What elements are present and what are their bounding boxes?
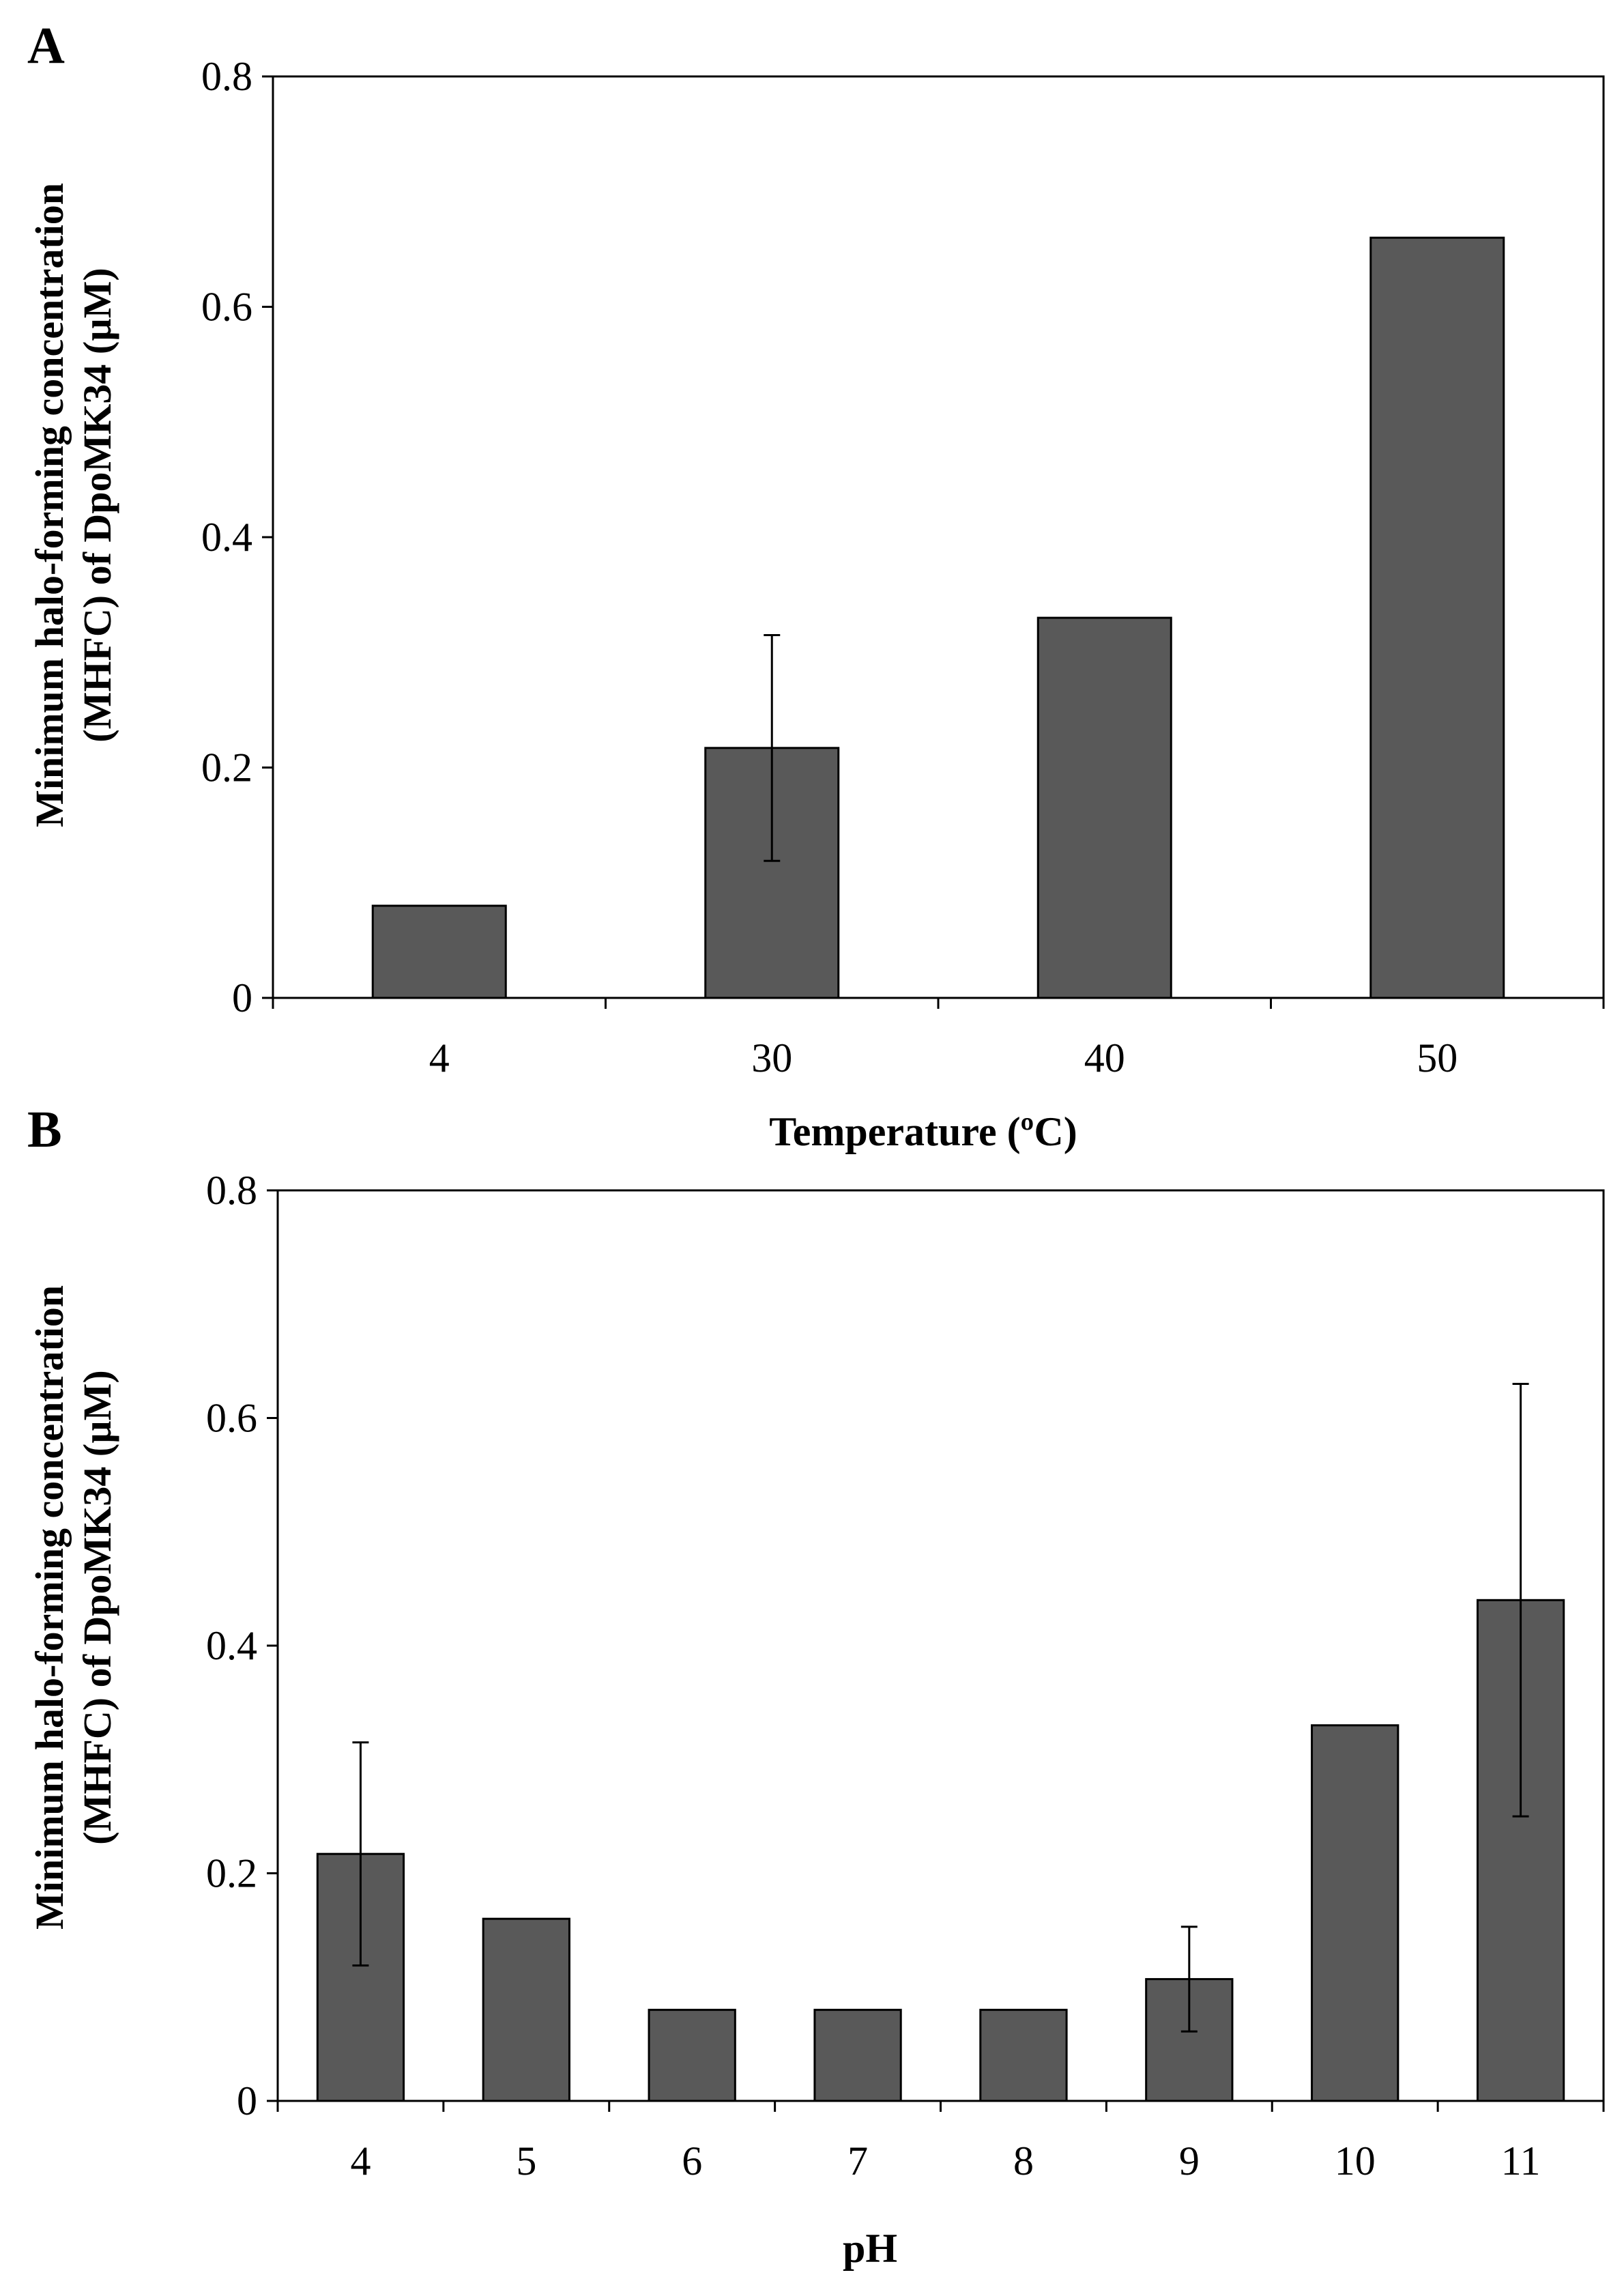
panel-a: A Minimum halo-forming concentration (MH… bbox=[27, 17, 1605, 1154]
panel-a-plot: 0 0.2 0.4 0.6 0.8 4 30 40 50 bbox=[201, 54, 1605, 1080]
panel-a-x-tick-label: 50 bbox=[1417, 1035, 1458, 1080]
panel-b-y-title-line1: Minimum halo-forming concentration bbox=[27, 1285, 72, 1930]
panel-b-y-tick-label: 0.8 bbox=[206, 1168, 257, 1213]
panel-a-y-tick-label: 0.2 bbox=[201, 745, 252, 790]
panel-b-bar-8 bbox=[979, 2009, 1068, 2102]
panel-b-bar-10 bbox=[1311, 1724, 1400, 2102]
panel-b-x-tick-label: 4 bbox=[350, 2138, 371, 2183]
panel-a-y-title-line2: (MHFC) of DpoMK34 (µM) bbox=[75, 268, 119, 742]
panel-b-x-tick-label: 10 bbox=[1335, 2138, 1376, 2183]
panel-b-x-tick-label: 5 bbox=[516, 2138, 536, 2183]
panel-b-letter: B bbox=[27, 1101, 62, 1158]
panel-a-y-tick-label: 0.6 bbox=[201, 285, 252, 330]
panel-b-x-title: pH bbox=[843, 2226, 897, 2271]
panel-a-bar-40 bbox=[1036, 616, 1172, 999]
panel-b-x-tick-label: 7 bbox=[847, 2138, 868, 2183]
panel-a-y-tick-label: 0 bbox=[232, 975, 252, 1020]
panel-b-y-tick-label: 0.4 bbox=[206, 1623, 257, 1668]
panel-a-y-title-line1: Minimum halo-forming concentration bbox=[27, 183, 72, 827]
panel-a-y-tick-label: 0.8 bbox=[201, 54, 252, 99]
panel-a-x-tick-label: 4 bbox=[429, 1035, 450, 1080]
panel-b-x-tick-label: 11 bbox=[1501, 2138, 1541, 2183]
panel-b-bar-5 bbox=[482, 1917, 570, 2102]
panel-b-plot-frame bbox=[276, 1189, 1605, 2102]
panel-b-plot: 0 0.2 0.4 0.6 0.8 4 5 6 7 8 9 10 11 bbox=[206, 1168, 1605, 2183]
panel-a-y-tick-label: 0.4 bbox=[201, 515, 252, 560]
panel-b: B Minimum halo-forming concentration (MH… bbox=[27, 1101, 1605, 2271]
panel-b-y-title-line2: (MHFC) of DpoMK34 (µM) bbox=[75, 1370, 119, 1844]
panel-b-bar-7 bbox=[813, 2009, 902, 2102]
panel-a-x-tick-label: 40 bbox=[1084, 1035, 1125, 1080]
panel-b-y-tick-label: 0.6 bbox=[206, 1396, 257, 1441]
panel-a-bar-50 bbox=[1369, 236, 1505, 999]
panel-b-x-tick-label: 8 bbox=[1013, 2138, 1034, 2183]
panel-b-x-tick-label: 6 bbox=[682, 2138, 702, 2183]
panel-a-x-tick-label: 30 bbox=[751, 1035, 792, 1080]
panel-b-y-title: Minimum halo-forming concentration (MHFC… bbox=[27, 1285, 119, 1930]
panel-a-x-title: Temperature (ºC) bbox=[769, 1109, 1077, 1154]
panel-a-letter: A bbox=[27, 17, 65, 74]
panel-a-bar-4 bbox=[371, 904, 507, 999]
panel-b-x-tick-label: 9 bbox=[1179, 2138, 1200, 2183]
panel-a-y-title: Minimum halo-forming concentration (MHFC… bbox=[27, 183, 119, 827]
panel-b-y-tick-label: 0 bbox=[237, 2078, 257, 2123]
panel-b-y-tick-label: 0.2 bbox=[206, 1851, 257, 1896]
panel-b-bar-6 bbox=[648, 2009, 736, 2102]
